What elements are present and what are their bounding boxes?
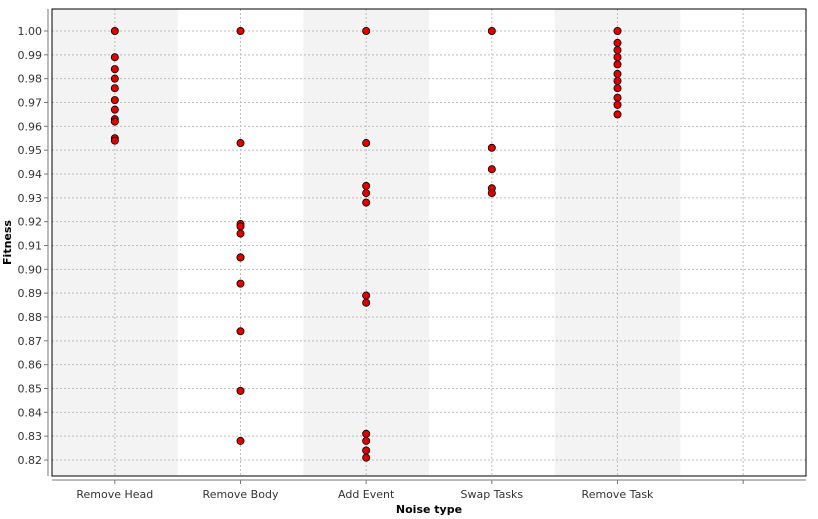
x-tick-label: Add Event — [338, 488, 395, 501]
data-point — [362, 291, 371, 300]
x-tick-label: Swap Tasks — [460, 488, 523, 501]
data-point — [362, 436, 371, 445]
y-tick-label: 0.97 — [18, 97, 43, 110]
data-point — [236, 327, 245, 336]
data-point — [362, 453, 371, 462]
y-tick-label: 0.94 — [18, 168, 43, 181]
y-tick-label: 0.88 — [18, 311, 43, 324]
y-tick-label: 0.96 — [18, 120, 43, 133]
data-point — [110, 65, 119, 74]
data-point — [236, 386, 245, 395]
data-point — [487, 165, 496, 174]
y-tick-label: 1.00 — [18, 25, 43, 38]
y-tick-label: 0.91 — [18, 240, 43, 253]
y-tick-label: 0.95 — [18, 144, 43, 157]
data-point — [110, 96, 119, 105]
data-point — [362, 198, 371, 207]
y-tick-label: 0.93 — [18, 192, 43, 205]
data-point — [613, 46, 622, 55]
data-point — [487, 189, 496, 198]
data-point — [110, 105, 119, 114]
grid-lines — [52, 9, 806, 476]
data-point — [362, 429, 371, 438]
data-point — [362, 189, 371, 198]
x-axis: Remove Head Remove Body Add Event Swap Task… — [52, 479, 806, 501]
data-point — [236, 26, 245, 35]
y-tick-label: 0.84 — [18, 406, 43, 419]
plot-area-frame — [51, 8, 807, 477]
data-point — [236, 222, 245, 231]
data-point — [362, 446, 371, 455]
y-tick-label: 0.92 — [18, 216, 43, 229]
data-point — [110, 74, 119, 83]
y-tick-label: 0.90 — [18, 263, 43, 276]
data-point — [110, 117, 119, 126]
data-point — [613, 84, 622, 93]
y-tick-label: 0.82 — [18, 454, 43, 467]
y-tick-label: 0.87 — [18, 335, 43, 348]
y-axis: 0.82 0.83 0.84 0.85 0.86 0.87 0.88 0.89 0.90 0.91… — [18, 9, 49, 476]
y-axis-title: Fitness — [1, 220, 14, 265]
x-tick-label: Remove Task — [582, 488, 655, 501]
data-point — [110, 84, 119, 93]
y-tick-label: 0.85 — [18, 383, 43, 396]
data-point — [362, 298, 371, 307]
data-point — [613, 38, 622, 47]
y-tick-label: 0.89 — [18, 287, 43, 300]
data-point — [362, 26, 371, 35]
data-point — [362, 139, 371, 148]
data-point — [110, 53, 119, 62]
y-tick-label: 0.86 — [18, 359, 43, 372]
x-tick-label: Remove Head — [76, 488, 153, 501]
data-point — [236, 253, 245, 262]
y-tick-label: 0.98 — [18, 73, 43, 86]
data-point — [110, 26, 119, 35]
data-point — [362, 181, 371, 190]
data-point — [236, 229, 245, 238]
y-tick-label: 0.99 — [18, 49, 43, 62]
data-point — [613, 26, 622, 35]
y-tick-label: 0.83 — [18, 430, 43, 443]
data-point — [613, 53, 622, 62]
data-point — [487, 26, 496, 35]
data-point — [613, 77, 622, 86]
data-point — [236, 436, 245, 445]
data-point — [613, 60, 622, 69]
x-tick-label: Remove Body — [203, 488, 279, 501]
data-points — [110, 26, 622, 462]
data-point — [613, 110, 622, 119]
x-axis-title: Noise type — [396, 503, 462, 516]
data-point — [110, 136, 119, 145]
data-point — [487, 143, 496, 152]
data-point — [236, 139, 245, 148]
data-point — [236, 279, 245, 288]
data-point — [613, 69, 622, 78]
data-point — [613, 93, 622, 102]
data-point — [613, 100, 622, 109]
